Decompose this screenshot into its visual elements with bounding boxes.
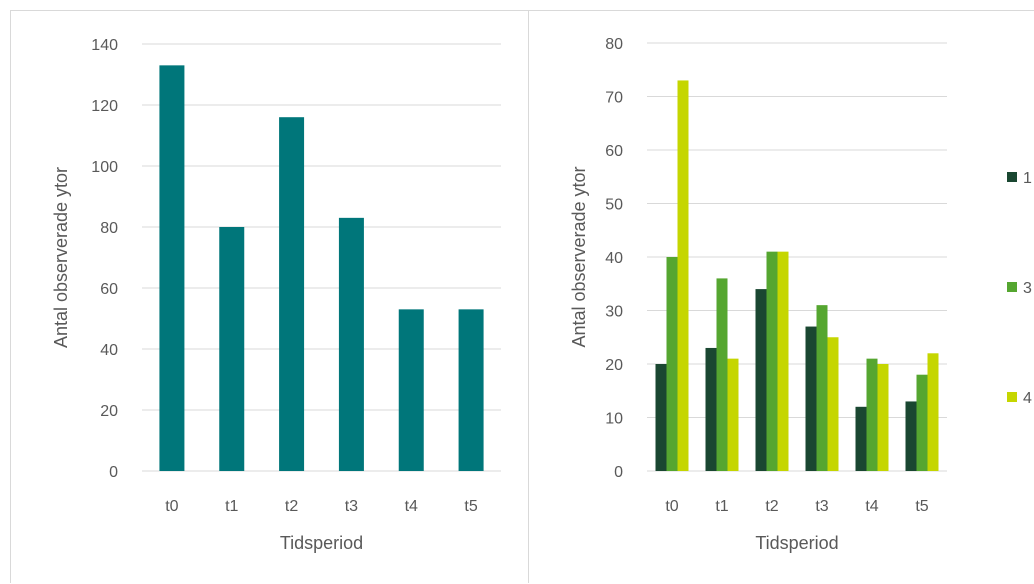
right-x-tick-label: t3 [815, 498, 828, 515]
left-bar [279, 117, 305, 471]
right-bar [716, 278, 728, 471]
right-legend-label: 1 [1023, 170, 1032, 187]
right-x-tick-label: t1 [715, 498, 728, 515]
left-x-tick-label: t5 [464, 498, 477, 515]
left-bar [219, 227, 245, 471]
right-legend-swatch [1007, 282, 1017, 292]
right-legend-swatch [1007, 172, 1017, 182]
left-x-tick-label: t4 [405, 498, 418, 515]
left-y-tick-label: 140 [91, 37, 118, 54]
left-y-tick-label: 40 [100, 342, 118, 359]
bar-chart-right: 0 10 20 30 40 50 60 70 80 t0 t1 t2 t3 t4 t5 Tidsperiod A… [569, 36, 1032, 553]
left-x-tick-label: t2 [285, 498, 298, 515]
left-bar [159, 65, 185, 471]
right-bar [927, 353, 939, 471]
left-y-tick-label: 0 [109, 464, 118, 481]
right-x-tick-label: t0 [665, 498, 678, 515]
right-x-tick-label: t5 [915, 498, 928, 515]
right-bar [666, 257, 678, 471]
right-bar [727, 358, 739, 471]
right-x-tick-label: t2 [765, 498, 778, 515]
right-bar [755, 289, 767, 471]
right-y-axis-title: Antal observerade ytor [569, 166, 589, 347]
left-x-tick-label: t3 [345, 498, 358, 515]
right-bar [805, 326, 817, 471]
left-y-tick-label: 20 [100, 403, 118, 420]
right-bar [905, 401, 917, 471]
right-y-tick-label: 60 [605, 143, 623, 160]
right-x-axis-title: Tidsperiod [755, 533, 838, 553]
right-bar [777, 251, 789, 471]
left-bar [458, 309, 484, 471]
right-bar [827, 337, 839, 471]
left-y-tick-label: 80 [100, 220, 118, 237]
right-bar [877, 364, 889, 471]
right-legend-label: 4 [1023, 390, 1032, 407]
chart-panel-right: 0 10 20 30 40 50 60 70 80 t0 t1 t2 t3 t4 t5 Tidsperiod A… [528, 10, 1034, 583]
right-bar [705, 347, 717, 471]
left-y-axis-title: Antal observerade ytor [51, 167, 71, 348]
left-bar [338, 217, 364, 471]
right-y-tick-label: 40 [605, 250, 623, 267]
right-y-tick-label: 20 [605, 357, 623, 374]
right-bar [655, 364, 667, 471]
left-x-tick-label: t0 [165, 498, 178, 515]
left-y-tick-label: 60 [100, 281, 118, 298]
left-x-tick-label: t1 [225, 498, 238, 515]
right-y-tick-label: 30 [605, 304, 623, 321]
left-y-tick-label: 100 [91, 159, 118, 176]
right-bar [677, 80, 689, 471]
right-y-tick-label: 70 [605, 90, 623, 107]
right-bar [855, 406, 867, 471]
right-y-tick-label: 0 [614, 464, 623, 481]
chart-panel-left: 0 20 40 60 80 100 120 140 t0 t1 t2 t3 t4 t5 Tidsperiod… [10, 10, 529, 583]
right-y-tick-label: 10 [605, 411, 623, 428]
right-bar [916, 374, 928, 471]
right-bar [816, 305, 828, 471]
right-y-tick-label: 80 [605, 36, 623, 53]
right-y-tick-label: 50 [605, 197, 623, 214]
left-y-tick-label: 120 [91, 98, 118, 115]
right-bar [766, 251, 778, 471]
right-legend-label: 3 [1023, 280, 1032, 297]
bar-chart-left: 0 20 40 60 80 100 120 140 t0 t1 t2 t3 t4 t5 Tidsperiod… [51, 37, 501, 553]
left-x-axis-title: Tidsperiod [280, 533, 363, 553]
left-bar [398, 309, 424, 471]
right-legend-swatch [1007, 392, 1017, 402]
right-x-tick-label: t4 [865, 498, 878, 515]
right-bar [866, 358, 878, 471]
